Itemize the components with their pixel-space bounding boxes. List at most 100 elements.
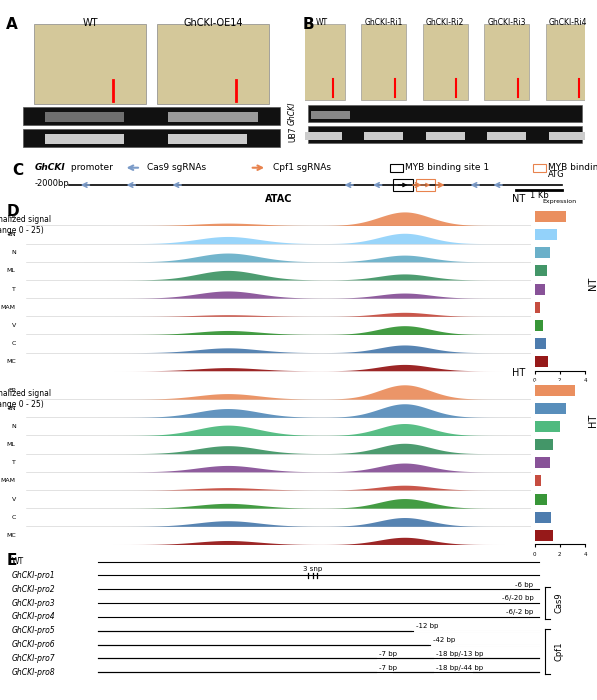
Text: GhCKI: GhCKI [0,104,1,127]
Text: GhCKI-Ri2: GhCKI-Ri2 [426,18,464,27]
FancyBboxPatch shape [23,129,281,147]
Text: WT: WT [316,18,328,27]
FancyBboxPatch shape [303,132,342,140]
FancyBboxPatch shape [168,112,258,122]
FancyBboxPatch shape [34,24,146,104]
Text: WT: WT [12,557,24,566]
Bar [534,302,540,313]
Text: C: C [11,341,16,346]
Text: MC: MC [6,359,16,364]
Text: V: V [11,323,16,328]
Text: Expression: Expression [543,199,577,204]
Text: ML: ML [7,442,16,447]
Text: MAM: MAM [1,304,16,309]
Text: B: B [303,17,314,32]
Bar [534,320,543,331]
Bar [534,494,547,505]
Text: NT: NT [588,277,597,290]
Text: Cas9 sgRNAs: Cas9 sgRNAs [147,163,206,172]
Bar [534,164,546,172]
Text: GhCKI-Ri1: GhCKI-Ri1 [365,18,403,27]
Text: GhCKI-Ri4: GhCKI-Ri4 [549,18,587,27]
Bar [534,284,544,295]
Bar [393,178,413,191]
FancyBboxPatch shape [45,112,124,122]
FancyBboxPatch shape [308,126,582,143]
FancyBboxPatch shape [311,111,350,119]
Text: HT: HT [588,414,597,426]
Bar [534,265,547,276]
Bar [534,512,551,523]
Text: MC: MC [6,533,16,538]
Text: T: T [12,460,16,466]
Text: Cpf1 sgRNAs: Cpf1 sgRNAs [273,163,331,172]
FancyBboxPatch shape [45,134,124,144]
Text: GhCKI-Ri3: GhCKI-Ri3 [488,18,526,27]
Text: GhCKI-pro4: GhCKI-pro4 [12,612,56,622]
Text: 1 Kb: 1 Kb [530,191,549,200]
Text: -2000bp: -2000bp [35,178,70,188]
Text: WT: WT [82,18,98,28]
Text: E: E [6,553,17,568]
FancyBboxPatch shape [487,132,527,140]
Text: ATG: ATG [549,170,565,179]
Bar [534,338,546,349]
FancyBboxPatch shape [158,24,269,104]
Text: -18 bp/-44 bp: -18 bp/-44 bp [436,664,483,671]
Bar [390,164,403,172]
Bar [416,178,435,191]
Text: EN: EN [7,232,16,237]
Text: C: C [12,162,23,178]
Text: GhCKI-pro3: GhCKI-pro3 [12,598,56,608]
Text: -7 bp: -7 bp [378,651,397,657]
Text: UB7: UB7 [0,130,1,146]
Bar [534,384,575,395]
Bar [534,211,566,222]
Text: V: V [11,496,16,502]
Text: -7 bp: -7 bp [378,664,397,671]
Text: Normalized signal
(range 0 - 25): Normalized signal (range 0 - 25) [0,216,51,235]
FancyBboxPatch shape [423,24,467,100]
Bar [534,356,549,368]
Text: GhCKI-pro5: GhCKI-pro5 [12,626,56,636]
Text: promoter: promoter [68,163,113,172]
Text: GhCKI: GhCKI [35,163,66,172]
Bar [534,439,553,450]
FancyBboxPatch shape [23,106,281,125]
Bar [534,530,553,541]
Bar [534,421,560,432]
Text: -42 bp: -42 bp [433,637,456,643]
Text: MYB binding site 2: MYB binding site 2 [548,163,597,172]
Text: ML: ML [7,268,16,274]
Bar [534,402,566,414]
Text: EN: EN [7,406,16,411]
Text: -18 bp/-13 bp: -18 bp/-13 bp [436,651,484,657]
Text: MYB binding site 1: MYB binding site 1 [405,163,489,172]
FancyBboxPatch shape [546,24,590,100]
Text: -6 bp: -6 bp [515,582,534,587]
Text: ATAC: ATAC [264,194,292,204]
Text: GhCKI-pro2: GhCKI-pro2 [12,584,56,594]
FancyBboxPatch shape [300,24,344,100]
FancyBboxPatch shape [484,24,529,100]
Text: GhCKI-OE14: GhCKI-OE14 [183,18,243,28]
Text: GhCKI: GhCKI [288,102,297,125]
Text: D: D [7,204,20,219]
Text: -6/-2 bp: -6/-2 bp [506,609,534,615]
Text: GhCKI-pro7: GhCKI-pro7 [12,654,56,663]
FancyBboxPatch shape [308,105,582,122]
Bar [534,229,557,240]
Text: N: N [11,424,16,429]
FancyBboxPatch shape [168,134,247,144]
Bar [534,475,541,486]
Text: -12 bp: -12 bp [416,623,438,629]
Text: UB7: UB7 [288,127,297,142]
Text: GhCKI-pro6: GhCKI-pro6 [12,640,56,649]
Text: Cas9: Cas9 [555,593,564,613]
Text: Normalized signal
(range 0 - 25): Normalized signal (range 0 - 25) [0,389,51,409]
Text: GhCKI-pro8: GhCKI-pro8 [12,668,56,677]
Text: N: N [11,250,16,255]
FancyBboxPatch shape [361,24,406,100]
Bar [534,247,550,258]
Bar [534,457,550,468]
